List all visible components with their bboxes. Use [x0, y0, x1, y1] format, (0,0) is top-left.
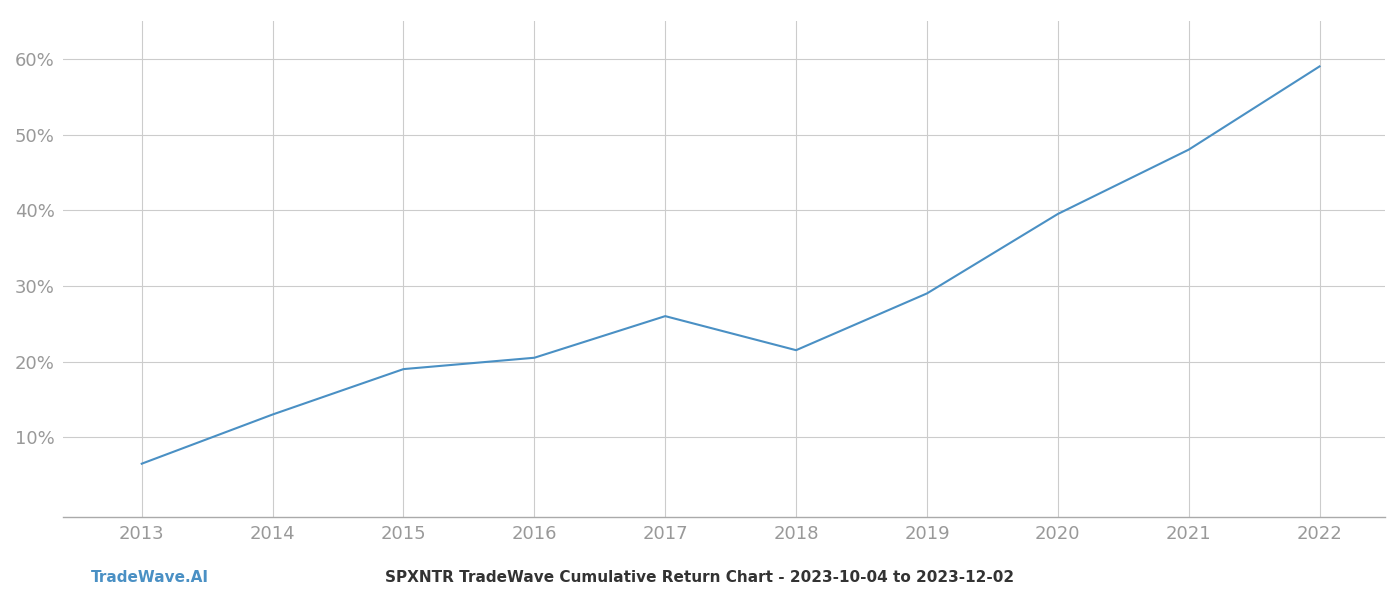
Text: TradeWave.AI: TradeWave.AI [91, 570, 209, 585]
Text: SPXNTR TradeWave Cumulative Return Chart - 2023-10-04 to 2023-12-02: SPXNTR TradeWave Cumulative Return Chart… [385, 570, 1015, 585]
